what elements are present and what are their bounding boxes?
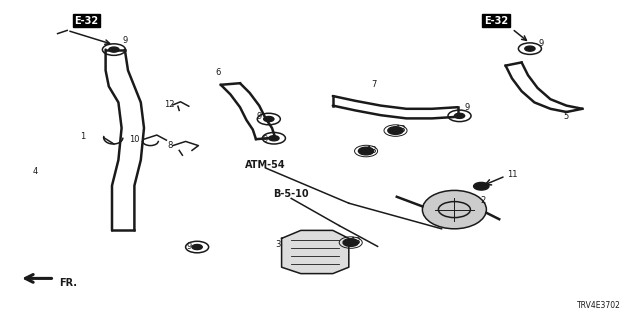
Text: 13: 13 xyxy=(395,125,405,134)
Circle shape xyxy=(388,127,403,134)
Polygon shape xyxy=(282,230,349,274)
Circle shape xyxy=(264,116,274,122)
Circle shape xyxy=(454,113,465,118)
Text: 2: 2 xyxy=(481,196,486,204)
Text: 9: 9 xyxy=(465,103,470,112)
Text: 3: 3 xyxy=(276,240,281,249)
Text: 9: 9 xyxy=(538,39,543,48)
Text: 11: 11 xyxy=(507,170,517,179)
Text: E-32: E-32 xyxy=(74,16,99,26)
Text: 9: 9 xyxy=(263,135,268,144)
Text: FR.: FR. xyxy=(59,278,77,288)
Circle shape xyxy=(525,46,535,51)
Text: 9: 9 xyxy=(257,112,262,121)
Circle shape xyxy=(192,244,202,250)
Circle shape xyxy=(109,47,119,52)
Text: 1: 1 xyxy=(81,132,86,140)
Text: 12: 12 xyxy=(164,100,175,108)
Text: B-5-10: B-5-10 xyxy=(273,188,309,199)
Text: 6: 6 xyxy=(215,68,220,76)
Text: 13: 13 xyxy=(350,237,360,246)
Text: 8: 8 xyxy=(167,141,172,150)
Text: TRV4E3702: TRV4E3702 xyxy=(577,301,621,310)
Text: 10: 10 xyxy=(129,135,140,144)
Text: E-32: E-32 xyxy=(484,16,508,26)
Text: 9: 9 xyxy=(122,36,127,44)
Text: 5: 5 xyxy=(564,112,569,121)
Text: 7: 7 xyxy=(372,80,377,89)
Circle shape xyxy=(474,182,489,190)
Text: 13: 13 xyxy=(366,146,376,155)
Text: 4: 4 xyxy=(33,167,38,176)
Circle shape xyxy=(269,136,279,141)
Text: 9: 9 xyxy=(186,242,191,251)
Circle shape xyxy=(358,147,374,155)
Text: ATM-54: ATM-54 xyxy=(245,160,286,170)
Ellipse shape xyxy=(422,190,486,229)
Circle shape xyxy=(343,239,358,246)
